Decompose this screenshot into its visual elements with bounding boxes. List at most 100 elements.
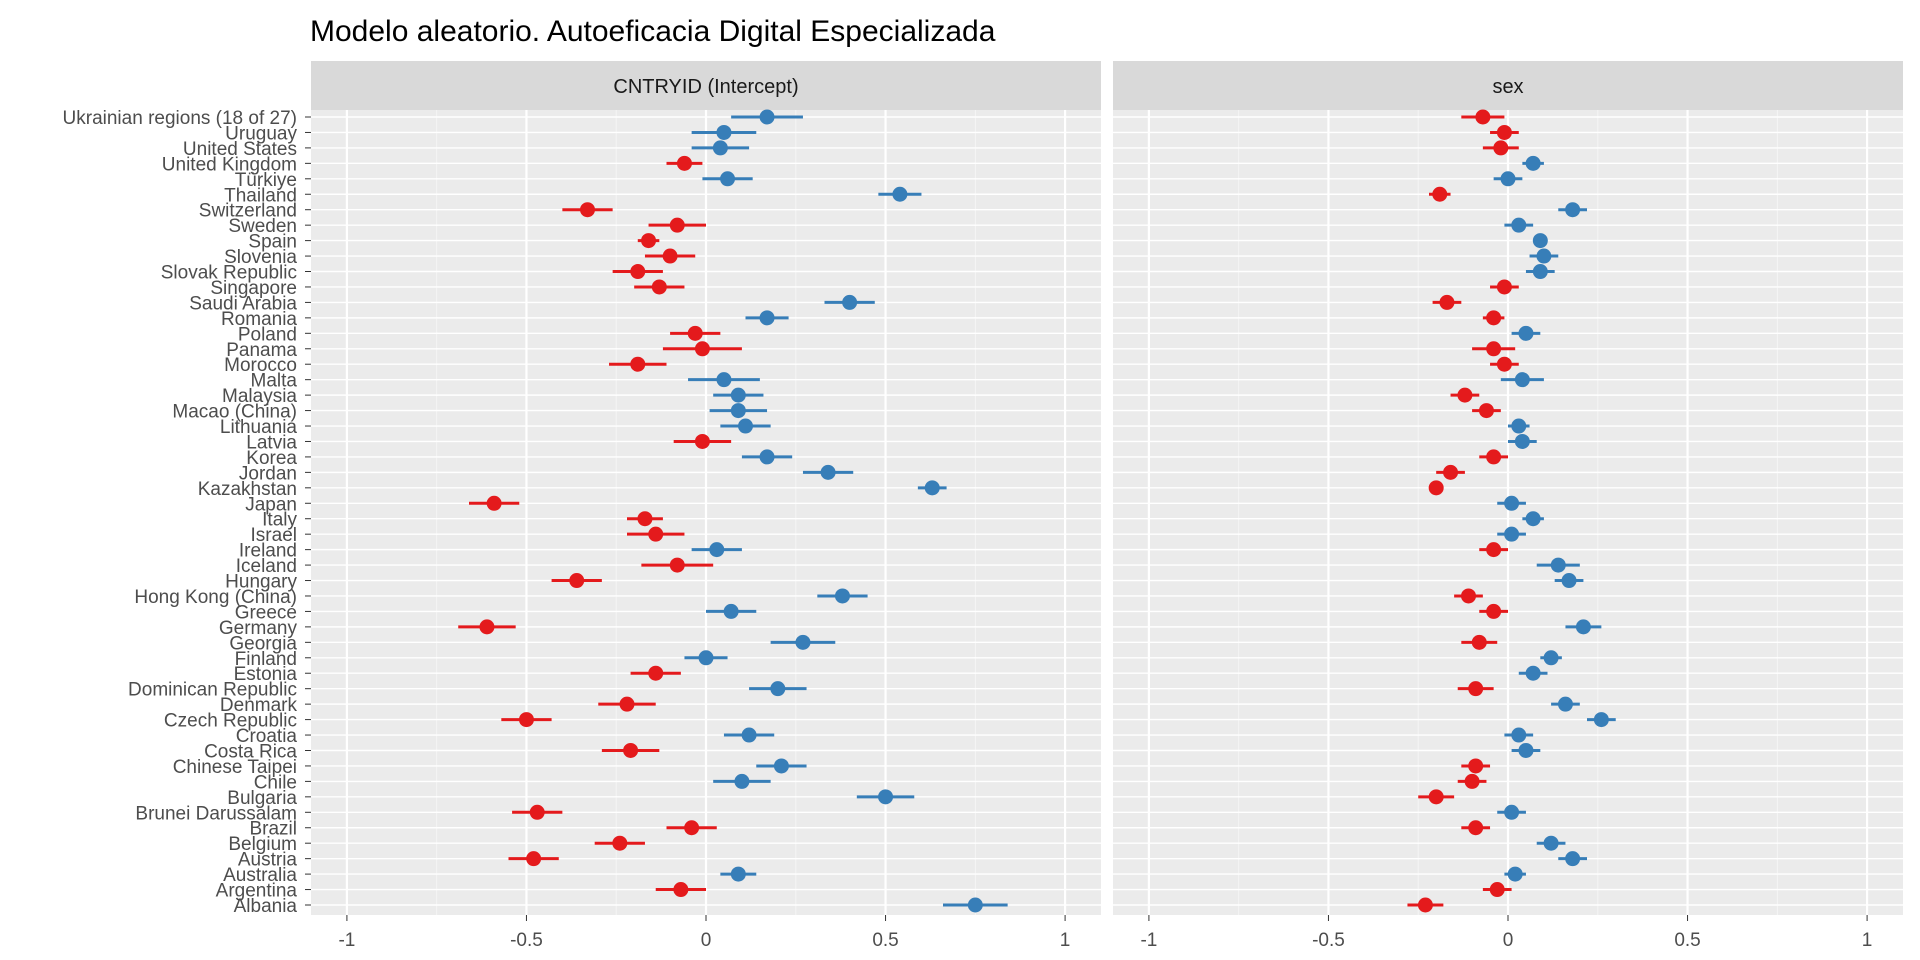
y-tick-label: Latvia xyxy=(246,432,297,453)
data-point xyxy=(526,851,542,867)
data-point xyxy=(518,712,534,728)
data-point xyxy=(1468,681,1484,697)
y-tick-label: Bulgaria xyxy=(227,788,297,809)
data-point xyxy=(1518,325,1534,341)
y-tick-label: Slovenia xyxy=(224,247,297,268)
data-point xyxy=(623,742,639,758)
x-tick-label: 0.5 xyxy=(1674,930,1700,951)
data-point xyxy=(738,418,753,434)
data-point xyxy=(1468,820,1484,836)
data-point xyxy=(612,835,628,851)
data-point xyxy=(1496,279,1512,295)
y-tick-label: Jordan xyxy=(239,463,297,484)
data-point xyxy=(684,820,700,836)
data-point xyxy=(773,758,789,774)
data-point xyxy=(630,264,646,280)
x-tick-label: 0.5 xyxy=(872,930,898,951)
y-tick-label: Lithuania xyxy=(220,417,298,438)
data-point xyxy=(651,279,667,295)
data-point xyxy=(1557,696,1573,712)
data-point xyxy=(730,866,746,882)
y-tick-label: Brunei Darussalam xyxy=(135,803,297,824)
y-tick-label: Panama xyxy=(226,340,297,361)
data-point xyxy=(734,773,750,789)
panel-strip xyxy=(1113,61,1903,110)
data-point xyxy=(1504,804,1520,820)
y-tick-label: Saudi Arabia xyxy=(189,293,297,314)
data-point xyxy=(892,186,908,202)
data-point xyxy=(770,681,786,697)
data-point xyxy=(1475,109,1491,125)
data-point xyxy=(709,542,725,558)
data-point xyxy=(741,727,757,743)
y-tick-label: Chinese Taipei xyxy=(173,757,297,778)
data-point xyxy=(1486,603,1502,619)
data-point xyxy=(1532,264,1548,280)
x-tick-label: -1 xyxy=(1140,930,1157,951)
data-point xyxy=(759,449,775,465)
data-point xyxy=(712,140,728,156)
y-tick-label: Albania xyxy=(234,896,298,917)
panel-strip-label: sex xyxy=(1492,76,1523,98)
y-tick-label: Singapore xyxy=(210,278,297,299)
data-point xyxy=(669,217,685,233)
data-point xyxy=(569,573,585,589)
y-tick-label: United States xyxy=(183,139,297,160)
data-point xyxy=(820,464,836,480)
data-point xyxy=(648,526,664,542)
data-point xyxy=(1443,464,1459,480)
data-point xyxy=(637,511,653,527)
data-point xyxy=(1525,511,1541,527)
data-point xyxy=(1525,155,1541,171)
y-tick-label: Malta xyxy=(251,371,298,392)
x-tick-label: -0.5 xyxy=(510,930,543,951)
data-point xyxy=(687,325,703,341)
y-tick-label: Ireland xyxy=(239,541,297,562)
panel-strip xyxy=(311,61,1101,110)
data-point xyxy=(720,171,736,187)
x-tick-label: 0 xyxy=(701,930,712,951)
data-point xyxy=(1432,186,1448,202)
data-point xyxy=(1565,851,1581,867)
y-tick-label: United Kingdom xyxy=(162,154,297,175)
y-tick-label: Macao (China) xyxy=(172,402,297,423)
panel-2: sex -1 -0.5 0 0.5 1 xyxy=(1113,61,1903,951)
y-tick-label: Estonia xyxy=(234,664,298,685)
data-point xyxy=(1565,202,1581,218)
data-point xyxy=(1493,140,1509,156)
data-point xyxy=(529,804,545,820)
x-tick-label: 1 xyxy=(1862,930,1873,951)
data-point xyxy=(673,882,689,898)
y-tick-label: Thailand xyxy=(224,185,297,206)
y-tick-label: Chile xyxy=(254,772,297,793)
data-point xyxy=(1461,588,1476,604)
panel-1: CNTRYID (Intercept) -1 -0.5 0 0.5 1 xyxy=(311,61,1101,951)
y-tick-label: Germany xyxy=(219,618,298,639)
data-point xyxy=(1536,248,1552,264)
data-point xyxy=(1439,294,1455,310)
data-point xyxy=(662,248,678,264)
data-point xyxy=(1468,758,1484,774)
y-tick-label: Australia xyxy=(223,865,297,886)
data-point xyxy=(834,588,850,604)
y-tick-label: Italy xyxy=(262,510,297,531)
data-point xyxy=(1514,372,1530,388)
data-point xyxy=(1428,480,1444,496)
data-point xyxy=(694,341,710,357)
data-point xyxy=(716,372,732,388)
data-point xyxy=(1486,542,1502,558)
data-point xyxy=(759,310,775,326)
y-tick-label: Slovak Republic xyxy=(161,263,297,284)
data-point xyxy=(698,650,714,666)
y-tick-label: Malaysia xyxy=(222,386,297,407)
data-point xyxy=(967,897,983,913)
data-point xyxy=(641,233,657,249)
data-point xyxy=(1486,341,1502,357)
chart-title: Modelo aleatorio. Autoeficacia Digital E… xyxy=(310,15,996,48)
y-tick-label: Georgia xyxy=(229,633,297,654)
data-point xyxy=(1514,433,1530,449)
data-point xyxy=(1486,310,1502,326)
data-point xyxy=(1561,573,1577,589)
data-point xyxy=(1511,727,1527,743)
